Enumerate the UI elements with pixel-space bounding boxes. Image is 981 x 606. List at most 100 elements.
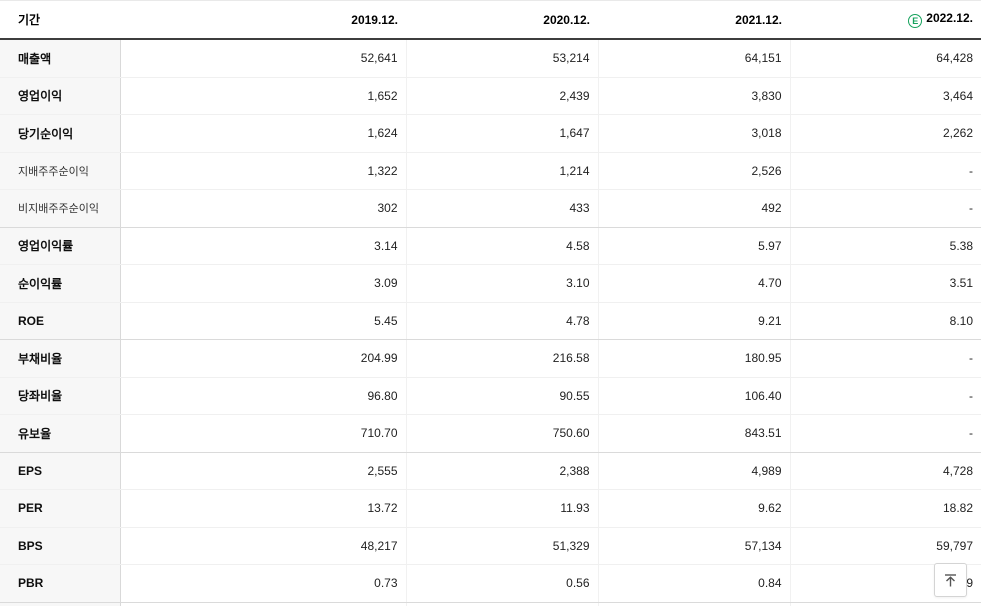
value-cell: 2,388 [405, 452, 598, 490]
value-cell: 106.40 [597, 377, 790, 415]
table-row-operating-profit: 영업이익 1,652 2,439 3,830 3,464 [0, 77, 981, 115]
row-label: 영업이익률 [0, 227, 121, 265]
value-cell: - [789, 189, 981, 228]
row-label: ROE [0, 302, 121, 340]
table-row-eps: EPS 2,555 2,388 4,989 4,728 [0, 452, 981, 490]
value-cell: 433 [405, 189, 598, 228]
value-cell: 216.58 [405, 339, 598, 378]
year-header-label: 2022.12. [926, 11, 973, 25]
value-cell: 64,428 [789, 39, 981, 78]
value-cell: 0.73 [120, 564, 406, 603]
table-row-debt-ratio: 부채비율 204.99 216.58 180.95 - [0, 339, 981, 378]
value-cell: - [789, 339, 981, 378]
row-label: 유보율 [0, 414, 121, 453]
value-cell: 5.97 [597, 227, 790, 265]
table-row-retention-ratio: 유보율 710.70 750.60 843.51 - [0, 414, 981, 453]
scroll-to-top-button[interactable] [934, 563, 967, 597]
value-cell: 0.56 [405, 564, 598, 603]
value-cell: - [789, 377, 981, 415]
value-cell: 4,989 [597, 452, 790, 490]
value-cell: 1,624 [120, 114, 406, 153]
row-label: 당좌비율 [0, 377, 121, 415]
value-cell: 3,018 [597, 114, 790, 153]
value-cell: 1,322 [120, 152, 406, 190]
value-cell: 5.45 [120, 302, 406, 340]
value-cell: 57,134 [597, 527, 790, 565]
value-cell: 0.84 [597, 564, 790, 603]
value-cell: 13.72 [120, 489, 406, 528]
table-row-net-margin: 순이익률 3.09 3.10 4.70 3.51 [0, 264, 981, 303]
value-cell: 2,555 [120, 452, 406, 490]
table-row-dividend-per-share: 주당배당금 - 600 700 0 [0, 602, 981, 606]
value-cell: 3.51 [789, 264, 981, 303]
value-cell: - [120, 602, 406, 606]
row-label: BPS [0, 527, 121, 565]
row-label: 매출액 [0, 39, 121, 78]
row-label: PBR [0, 564, 121, 603]
year-header-2021: 2021.12. [598, 0, 790, 40]
value-cell: 3.09 [120, 264, 406, 303]
value-cell: 64,151 [597, 39, 790, 78]
value-cell: 5.38 [789, 227, 981, 265]
value-cell: 90.55 [405, 377, 598, 415]
value-cell: 3,830 [597, 77, 790, 115]
value-cell: 600 [405, 602, 598, 606]
value-cell: 750.60 [405, 414, 598, 453]
value-cell: 59,797 [789, 527, 981, 565]
value-cell: 11.93 [405, 489, 598, 528]
value-cell: 3.10 [405, 264, 598, 303]
value-cell: 4.78 [405, 302, 598, 340]
value-cell: - [789, 152, 981, 190]
table-row-operating-margin: 영업이익률 3.14 4.58 5.97 5.38 [0, 227, 981, 265]
value-cell: 843.51 [597, 414, 790, 453]
value-cell: 1,214 [405, 152, 598, 190]
arrow-up-to-top-icon [942, 572, 959, 589]
value-cell: 2,439 [405, 77, 598, 115]
row-label: 비지배주주순이익 [0, 189, 121, 228]
row-label: PER [0, 489, 121, 528]
row-label: 부채비율 [0, 339, 121, 378]
table-row-revenue: 매출액 52,641 53,214 64,151 64,428 [0, 39, 981, 78]
year-header-2022-estimate: E 2022.12. [790, 0, 981, 40]
row-label: 영업이익 [0, 77, 121, 115]
row-label: 주당배당금 [0, 602, 121, 606]
value-cell: 4.70 [597, 264, 790, 303]
value-cell: 9.21 [597, 302, 790, 340]
row-label: EPS [0, 452, 121, 490]
year-header-2019: 2019.12. [120, 0, 406, 40]
value-cell: 180.95 [597, 339, 790, 378]
value-cell: 3.14 [120, 227, 406, 265]
value-cell: 710.70 [120, 414, 406, 453]
value-cell: 4,728 [789, 452, 981, 490]
value-cell: 3,464 [789, 77, 981, 115]
value-cell: 96.80 [120, 377, 406, 415]
value-cell: 48,217 [120, 527, 406, 565]
value-cell: 1,652 [120, 77, 406, 115]
value-cell: 9.62 [597, 489, 790, 528]
year-header-2020: 2020.12. [406, 0, 598, 40]
value-cell: - [789, 414, 981, 453]
table-row-net-income: 당기순이익 1,624 1,647 3,018 2,262 [0, 114, 981, 153]
table-row-per: PER 13.72 11.93 9.62 18.82 [0, 489, 981, 528]
table-row-non-controlling-interest-income: 비지배주주순이익 302 433 492 - [0, 189, 981, 228]
value-cell: 53,214 [405, 39, 598, 78]
estimate-icon: E [908, 14, 923, 28]
row-label: 순이익률 [0, 264, 121, 303]
value-cell: 8.10 [789, 302, 981, 340]
period-header: 기간 [0, 0, 120, 40]
table-row-quick-ratio: 당좌비율 96.80 90.55 106.40 - [0, 377, 981, 415]
value-cell: 492 [597, 189, 790, 228]
row-label: 당기순이익 [0, 114, 121, 153]
table-row-controlling-interest-income: 지배주주순이익 1,322 1,214 2,526 - [0, 152, 981, 190]
value-cell: 4.58 [405, 227, 598, 265]
row-label: 지배주주순이익 [0, 152, 121, 190]
value-cell: 52,641 [120, 39, 406, 78]
value-cell: 302 [120, 189, 406, 228]
header-row: 기간 2019.12. 2020.12. 2021.12. E 2022.12. [0, 0, 981, 40]
value-cell: 18.82 [789, 489, 981, 528]
value-cell: 700 [597, 602, 790, 606]
value-cell: 2,526 [597, 152, 790, 190]
value-cell: 2,262 [789, 114, 981, 153]
value-cell: 204.99 [120, 339, 406, 378]
